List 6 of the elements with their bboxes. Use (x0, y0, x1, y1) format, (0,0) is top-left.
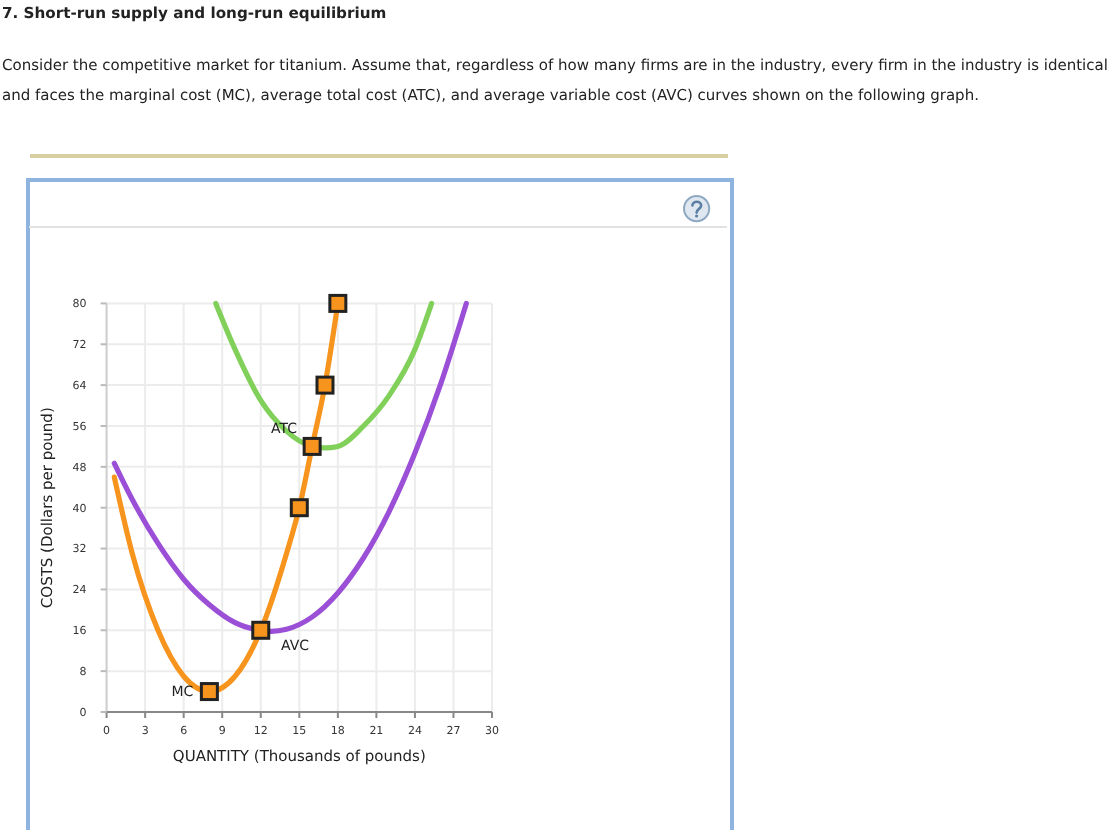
point (199, 682, 219, 702)
point (289, 498, 309, 518)
point (328, 293, 348, 313)
point (302, 436, 322, 456)
point (251, 620, 271, 640)
point (315, 375, 335, 395)
